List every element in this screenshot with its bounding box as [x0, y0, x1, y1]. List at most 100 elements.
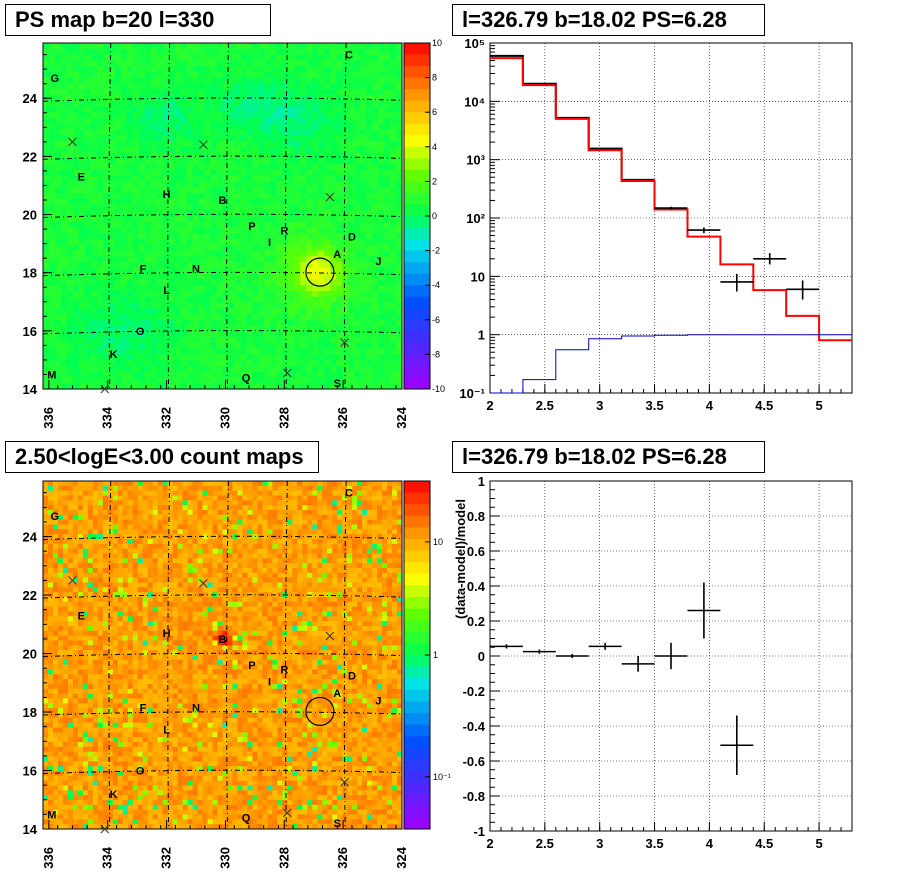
- count-colorbar-segment: [404, 736, 430, 749]
- source-cross-marker: [325, 631, 335, 641]
- ps-colorbar-segment: [404, 146, 430, 159]
- ps-colorbar-segment: [404, 354, 430, 367]
- ps-colorbar-segment: [404, 54, 430, 67]
- residual-ytick-label: 0: [478, 649, 485, 664]
- source-cross-marker: [282, 368, 292, 378]
- source-label-p: P: [248, 221, 255, 233]
- spectrum-title: l=326.79 b=18.02 PS=6.28: [452, 4, 765, 36]
- count-colorbar-segment: [404, 771, 430, 784]
- ps-colorbar-label: 4: [432, 142, 437, 152]
- residual-xtick-label: 4: [706, 836, 714, 851]
- count-colorbar-segment: [404, 701, 430, 714]
- source-label-f: F: [140, 703, 147, 715]
- spectrum-xtick-label: 4: [706, 398, 714, 413]
- ps-colorbar-segment: [404, 285, 430, 298]
- count-colorbar-label: 10⁻¹: [433, 772, 451, 782]
- count-colorbar-segment: [404, 608, 430, 621]
- ps-map-ytick-label: 16: [23, 324, 37, 339]
- source-cross-marker: [199, 578, 208, 588]
- ps-map-frame: [42, 42, 403, 390]
- count-colorbar-segment: [404, 759, 430, 772]
- source-label-g: G: [50, 511, 59, 523]
- count-map-xtick-label: 334: [100, 846, 115, 868]
- spectrum-xtick-label: 4.5: [755, 398, 773, 413]
- count-map-grid-meridian: [226, 480, 229, 830]
- residual-ytick-label: -0.6: [463, 754, 485, 769]
- spectrum-grid: [489, 42, 852, 394]
- ps-colorbar-segment: [404, 66, 430, 79]
- ps-colorbar-segment: [404, 250, 430, 263]
- ps-map-xtick-label: 324: [394, 406, 409, 428]
- source-label-k: K: [110, 349, 118, 361]
- count-colorbar-segment: [404, 689, 430, 702]
- ps-colorbar-segment: [404, 331, 430, 344]
- source-label-d: D: [348, 670, 356, 682]
- ps-map-cells: [43, 43, 403, 390]
- source-label-o: O: [136, 766, 145, 778]
- ps-colorbar-segment: [404, 192, 430, 205]
- count-map-ytick-label: 20: [23, 647, 37, 662]
- source-label-j: J: [375, 695, 381, 707]
- ps-colorbar-segment: [404, 169, 430, 182]
- ps-map-grid-meridian: [343, 42, 347, 390]
- spectrum-ytick-label: 10⁴: [464, 94, 485, 109]
- count-colorbar-segment: [404, 481, 430, 494]
- residual-ytick-label: 0.4: [467, 579, 486, 594]
- ps-colorbar-segment: [404, 365, 430, 378]
- ps-colorbar-label: -6: [432, 315, 440, 325]
- source-label-e: E: [78, 611, 85, 623]
- ps-colorbar-segment: [404, 89, 430, 102]
- source-label-m: M: [47, 809, 56, 821]
- ps-map-xtick-label: 328: [276, 407, 291, 429]
- ps-colorbar-segment: [404, 227, 430, 240]
- count-colorbar-segment: [404, 492, 430, 505]
- count-colorbar-segment: [404, 713, 430, 726]
- source-label-d: D: [348, 231, 356, 243]
- source-label-c: C: [345, 488, 353, 500]
- residual-xtick-label: 4.5: [755, 836, 773, 851]
- count-map-ytick-label: 18: [23, 705, 37, 720]
- residual-ytick-label: 0.6: [467, 544, 485, 559]
- source-label-a: A: [333, 688, 341, 700]
- ps-colorbar-label: -8: [432, 349, 440, 359]
- source-label-b: B: [219, 634, 227, 646]
- count-map-cells: [43, 481, 403, 830]
- source-label-n: N: [192, 263, 200, 275]
- ps-colorbar-segment: [404, 181, 430, 194]
- ps-colorbar: -10 -8 -6 -4 -2 0 2 4 6 8 10: [403, 38, 445, 394]
- ps-colorbar-segment: [404, 342, 430, 355]
- target-circle: [305, 257, 335, 287]
- spectrum-ytick-label: 1: [478, 328, 485, 343]
- count-map-panel: 336 334 332 330 328 326 324 14 16 18 20 22 24 C G E H B P R…: [23, 480, 451, 869]
- ps-map-ytick-label: 20: [23, 208, 37, 223]
- source-cross-marker: [68, 137, 77, 147]
- ps-colorbar-segment: [404, 100, 430, 113]
- source-label-a: A: [333, 249, 341, 261]
- residual-xtick-label: 3.5: [646, 836, 664, 851]
- count-colorbar-segment: [404, 527, 430, 540]
- residual-xtick-label: 2: [486, 836, 493, 851]
- spectrum-axes: 2 2.5 3 3.5 4 4.5 5: [486, 384, 853, 413]
- source-label-e: E: [78, 172, 85, 184]
- source-label-m: M: [47, 369, 56, 381]
- source-label-j: J: [375, 256, 381, 268]
- source-label-s: S: [334, 818, 341, 830]
- count-colorbar-segment: [404, 573, 430, 586]
- count-colorbar-segment: [404, 504, 430, 517]
- count-map-title: 2.50<logE<3.00 count maps: [5, 441, 319, 473]
- ps-map-xtick-label: 336: [41, 407, 56, 429]
- residual-title: l=326.79 b=18.02 PS=6.28: [452, 441, 765, 473]
- residual-panel: 2 2.5 3 3.5 4 4.5 5 -1 -0.8 -0.6 -0.4 -0.2 0 0.2 0.4 0.…: [453, 474, 853, 851]
- ps-map-grid-meridian: [167, 42, 171, 390]
- ps-map-ytick-label: 18: [23, 266, 37, 281]
- target-circle: [305, 696, 335, 727]
- count-colorbar: 10 1 10⁻¹: [403, 480, 451, 830]
- residual-ylabel: (data-model)/model: [453, 499, 468, 619]
- ps-map-xtick-label: 326: [335, 407, 350, 429]
- ps-colorbar-segment: [404, 43, 430, 56]
- spectrum-series-1: [490, 57, 852, 342]
- residual-ytick-label: -1: [473, 824, 485, 839]
- ps-colorbar-segment: [404, 204, 430, 217]
- count-map-xtick-label: 328: [276, 847, 291, 869]
